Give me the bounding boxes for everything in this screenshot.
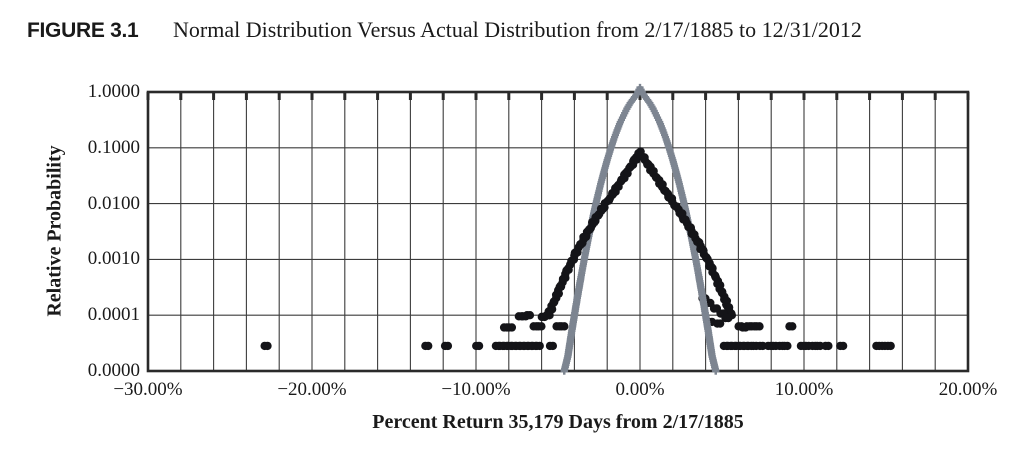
x-tick-label: 10.00% bbox=[774, 379, 834, 400]
figure-label: FIGURE 3.1 bbox=[27, 19, 139, 42]
x-tick-label: −20.00% bbox=[277, 379, 347, 400]
actual-point bbox=[824, 341, 833, 351]
actual-point bbox=[525, 311, 535, 320]
y-tick-label: 1.0000 bbox=[87, 81, 140, 102]
actual-point bbox=[507, 323, 517, 332]
actual-point bbox=[783, 341, 792, 351]
normal-point bbox=[712, 367, 720, 375]
actual-point bbox=[545, 311, 554, 320]
x-axis-title: Percent Return 35,179 Days from 2/17/188… bbox=[372, 411, 744, 433]
y-tick-label: 0.0010 bbox=[87, 248, 140, 270]
actual-point bbox=[724, 313, 733, 323]
figure-caption: Normal Distribution Versus Actual Distri… bbox=[173, 17, 862, 42]
x-tick-label: 0.00% bbox=[615, 379, 665, 400]
y-tick-label: 0.0100 bbox=[87, 192, 140, 214]
actual-point bbox=[886, 341, 895, 351]
actual-point bbox=[715, 319, 725, 328]
y-tick-label: 0.0000 bbox=[87, 360, 140, 381]
actual-point bbox=[424, 341, 433, 351]
actual-point bbox=[535, 341, 544, 351]
plot-border bbox=[146, 90, 970, 373]
actual-point bbox=[560, 322, 569, 331]
actual-point bbox=[838, 341, 848, 351]
y-tick-label: 0.1000 bbox=[87, 136, 140, 158]
y-tick-label: 0.0001 bbox=[87, 304, 140, 326]
actual-point bbox=[263, 341, 272, 351]
actual-point bbox=[474, 341, 484, 351]
x-tick-label: −30.00% bbox=[113, 379, 183, 400]
actual-point bbox=[755, 322, 764, 331]
actual-point bbox=[788, 322, 797, 331]
actual-point bbox=[537, 322, 546, 331]
actual-point bbox=[548, 341, 558, 351]
x-tick-label: −10.00% bbox=[441, 379, 511, 400]
x-tick-label: 20.00% bbox=[938, 379, 998, 400]
actual-point bbox=[443, 341, 453, 351]
normal-point bbox=[576, 275, 585, 283]
